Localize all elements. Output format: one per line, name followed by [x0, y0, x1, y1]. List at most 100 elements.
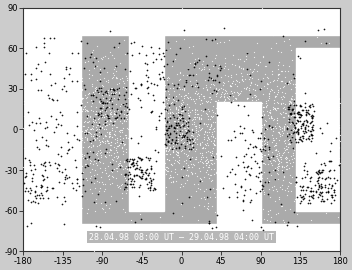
Point [88, 131, 94, 136]
Point [100, 122, 106, 126]
Point [144, 133, 149, 137]
Point [132, 124, 138, 129]
Point [107, 86, 113, 91]
Point [102, 133, 108, 138]
Point [32, 130, 38, 135]
Point [63, 160, 69, 164]
Point [324, 176, 330, 180]
Point [235, 147, 240, 151]
Point [213, 99, 219, 103]
Point [316, 185, 322, 189]
Point [29, 171, 34, 175]
Point [218, 92, 224, 96]
Point [189, 127, 195, 131]
Point [82, 128, 88, 132]
Point [288, 96, 294, 100]
Point [243, 119, 248, 124]
Point [100, 140, 106, 144]
Point [288, 128, 294, 133]
Point [320, 87, 325, 92]
Point [115, 45, 120, 49]
Point [129, 161, 135, 165]
Point [240, 160, 246, 164]
Point [138, 153, 144, 157]
Point [245, 113, 251, 117]
Point [270, 107, 276, 111]
Point [246, 190, 251, 195]
Point [142, 164, 148, 169]
Point [259, 5, 265, 10]
Point [127, 128, 132, 132]
Point [263, 144, 268, 148]
Point [297, 30, 302, 34]
Point [214, 90, 220, 95]
Point [87, 155, 92, 159]
Point [45, 135, 50, 140]
Point [192, 63, 197, 68]
Point [234, 120, 240, 124]
Point [90, 48, 96, 52]
Point [328, 127, 334, 131]
Point [272, 176, 278, 180]
Point [128, 178, 133, 183]
Point [139, 144, 145, 148]
Point [250, 136, 256, 141]
Point [142, 187, 148, 191]
Point [317, 179, 323, 183]
Point [295, 110, 301, 114]
Point [197, 159, 202, 163]
Point [335, 159, 340, 164]
Point [257, 112, 262, 116]
Point [181, 134, 187, 139]
Point [319, 159, 325, 164]
Point [109, 161, 115, 166]
Point [34, 124, 39, 128]
Point [127, 184, 133, 188]
Point [170, 175, 176, 179]
Point [183, 77, 189, 82]
Point [159, 137, 165, 141]
Point [316, 58, 322, 63]
Point [99, 114, 105, 119]
Point [145, 161, 150, 166]
Point [138, 168, 144, 172]
Point [46, 146, 52, 150]
Point [210, 120, 216, 124]
Point [241, 121, 247, 126]
Point [325, 130, 331, 135]
Point [276, 72, 282, 76]
Point [129, 133, 134, 137]
Point [137, 75, 142, 79]
Point [130, 131, 136, 135]
Point [62, 157, 68, 161]
Point [146, 62, 151, 67]
Point [25, 120, 31, 124]
Point [133, 162, 139, 167]
Point [320, 125, 325, 130]
Point [272, 106, 278, 110]
Point [40, 99, 45, 103]
Point [175, 150, 180, 154]
Point [131, 160, 136, 164]
Point [79, 101, 84, 106]
Point [265, 103, 270, 107]
Point [175, 116, 181, 120]
Point [35, 121, 40, 125]
Point [296, 110, 302, 114]
Point [317, 89, 323, 93]
Point [40, 163, 46, 167]
Point [207, 187, 213, 191]
Point [115, 154, 121, 158]
Point [185, 164, 190, 169]
Point [220, 185, 226, 190]
Point [106, 78, 111, 82]
Point [300, 90, 306, 94]
Point [287, 105, 292, 109]
Point [211, 37, 217, 41]
Point [188, 61, 193, 66]
Point [47, 72, 53, 76]
Point [319, 97, 325, 102]
Point [158, 151, 163, 156]
Point [304, 103, 309, 108]
Point [302, 162, 308, 166]
